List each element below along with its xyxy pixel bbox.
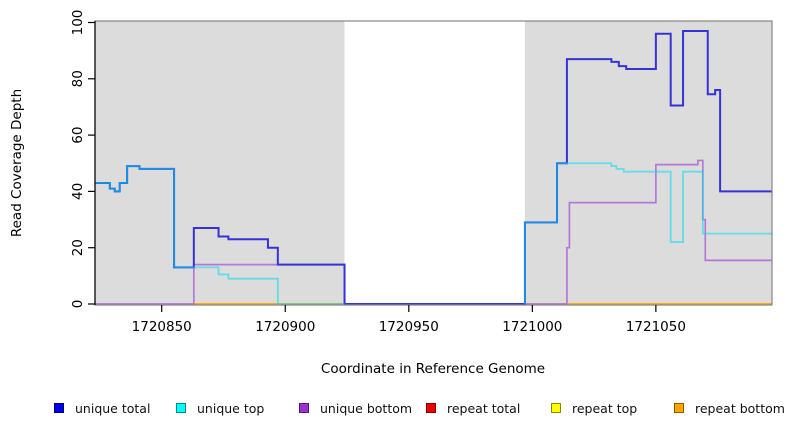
x-tick-label: 1720850 bbox=[132, 319, 192, 335]
x-tick-label: 1720900 bbox=[255, 319, 315, 335]
legend-item-unique-bottom: unique bottom bbox=[299, 399, 412, 417]
y-tick-label: 100 bbox=[70, 10, 86, 36]
series-line-unique-top bbox=[95, 165, 345, 305]
repeat-top-swatch-icon bbox=[551, 403, 561, 413]
x-tick-label: 1721050 bbox=[626, 319, 686, 335]
y-tick-label: 20 bbox=[70, 239, 86, 256]
legend-label: repeat total bbox=[447, 400, 521, 416]
left-gray-region bbox=[95, 21, 345, 305]
x-axis-ticks: 1720850 1720900 1720950 1721000 1721050 bbox=[132, 305, 686, 335]
x-tick-label: 1720950 bbox=[379, 319, 439, 335]
unique-total-swatch-icon bbox=[54, 403, 64, 413]
legend-item-repeat-top: repeat top bbox=[551, 399, 637, 417]
y-axis-label: Read Coverage Depth bbox=[9, 88, 25, 238]
series-line-unique-top bbox=[524, 162, 772, 304]
y-axis-ticks: 0 20 40 60 80 100 bbox=[70, 10, 95, 309]
legend-label: unique bottom bbox=[320, 400, 413, 416]
legend-item-repeat-total: repeat total bbox=[426, 399, 520, 417]
y-tick-label: 40 bbox=[70, 183, 86, 200]
x-axis-label: Coordinate in Reference Genome bbox=[320, 361, 546, 377]
legend-item-unique-top: unique top bbox=[176, 399, 264, 417]
y-tick-label: 80 bbox=[70, 70, 86, 87]
legend-label: unique total bbox=[75, 400, 151, 416]
legend-label: repeat top bbox=[572, 400, 638, 416]
repeat-total-swatch-icon bbox=[426, 403, 436, 413]
unique-bottom-swatch-icon bbox=[299, 403, 309, 413]
y-tick-label: 0 bbox=[70, 300, 86, 309]
chart-legend: unique total unique top unique bottom repea… bbox=[0, 399, 792, 421]
coverage-chart: 1720850 1720900 1720950 1721000 1721050 0 20 40… bbox=[70, 10, 773, 335]
legend-label: repeat bottom bbox=[695, 400, 785, 416]
legend-label: unique top bbox=[197, 400, 265, 416]
legend-item-repeat-bottom: repeat bottom bbox=[674, 399, 785, 417]
unique-top-swatch-icon bbox=[176, 403, 186, 413]
y-tick-label: 60 bbox=[70, 127, 86, 144]
legend-item-unique-total: unique total bbox=[54, 399, 150, 417]
repeat-bottom-swatch-icon bbox=[674, 403, 684, 413]
x-tick-label: 1721000 bbox=[502, 319, 562, 335]
series-unique-top bbox=[95, 162, 772, 305]
white-gap-region bbox=[344, 21, 525, 305]
